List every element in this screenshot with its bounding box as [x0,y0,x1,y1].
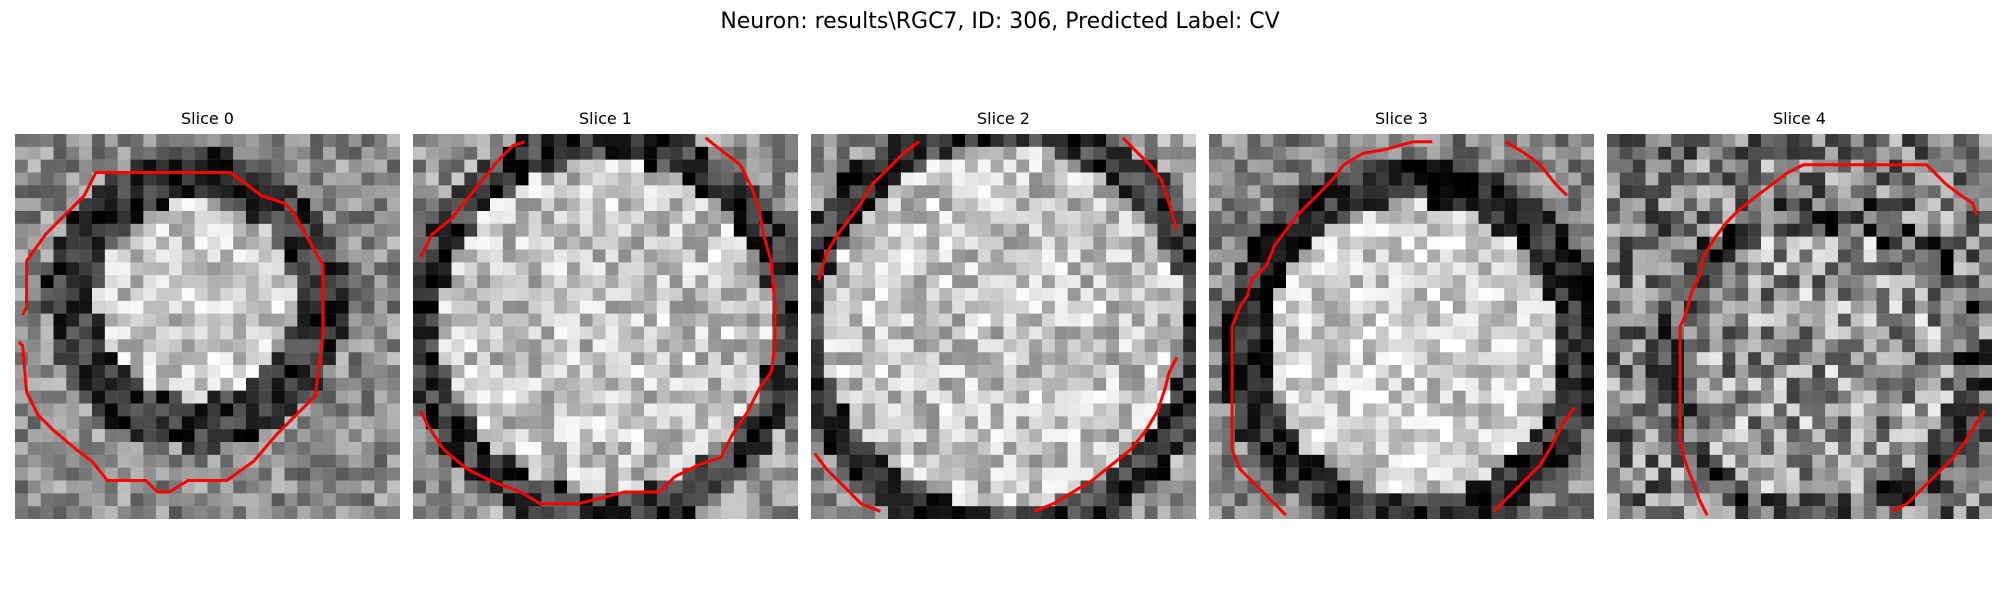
contour-line [1494,407,1575,511]
slice-image [413,134,798,519]
slice-panel-2: Slice 2 [811,108,1196,519]
contour-line [1123,138,1177,230]
slice-title: Slice 3 [1375,109,1428,128]
contour-line [1892,411,1984,511]
slice-image [1209,134,1594,519]
contour-line [421,138,775,504]
contour-line [1680,165,1976,515]
contour-line [815,454,880,512]
slice-title: Slice 0 [181,109,234,128]
pixel-grid [811,134,1196,519]
slice-image [1607,134,1992,519]
pixel-grid [15,134,400,519]
figure-title: Neuron: results\RGC7, ID: 306, Predicted… [720,9,1280,34]
slice-image [811,134,1196,519]
pixel-grid [413,134,798,519]
slice-title: Slice 1 [579,109,632,128]
contour-line [421,142,525,258]
slice-panel-4: Slice 4 [1607,108,1992,519]
contour-line [1034,357,1176,511]
slice-panel-3: Slice 3 [1209,108,1594,519]
slice-panel-1: Slice 1 [413,108,798,519]
slice-image [15,134,400,519]
slice-title: Slice 2 [977,109,1030,128]
pixel-grid [1209,134,1594,519]
pixel-grid [1607,134,1992,519]
slice-panel-0: Slice 0 [15,108,400,519]
contour-line [819,142,919,281]
contour-line [1232,142,1432,515]
slice-title: Slice 4 [1773,109,1826,128]
contour-line [1505,142,1567,196]
contour-line [19,173,323,493]
